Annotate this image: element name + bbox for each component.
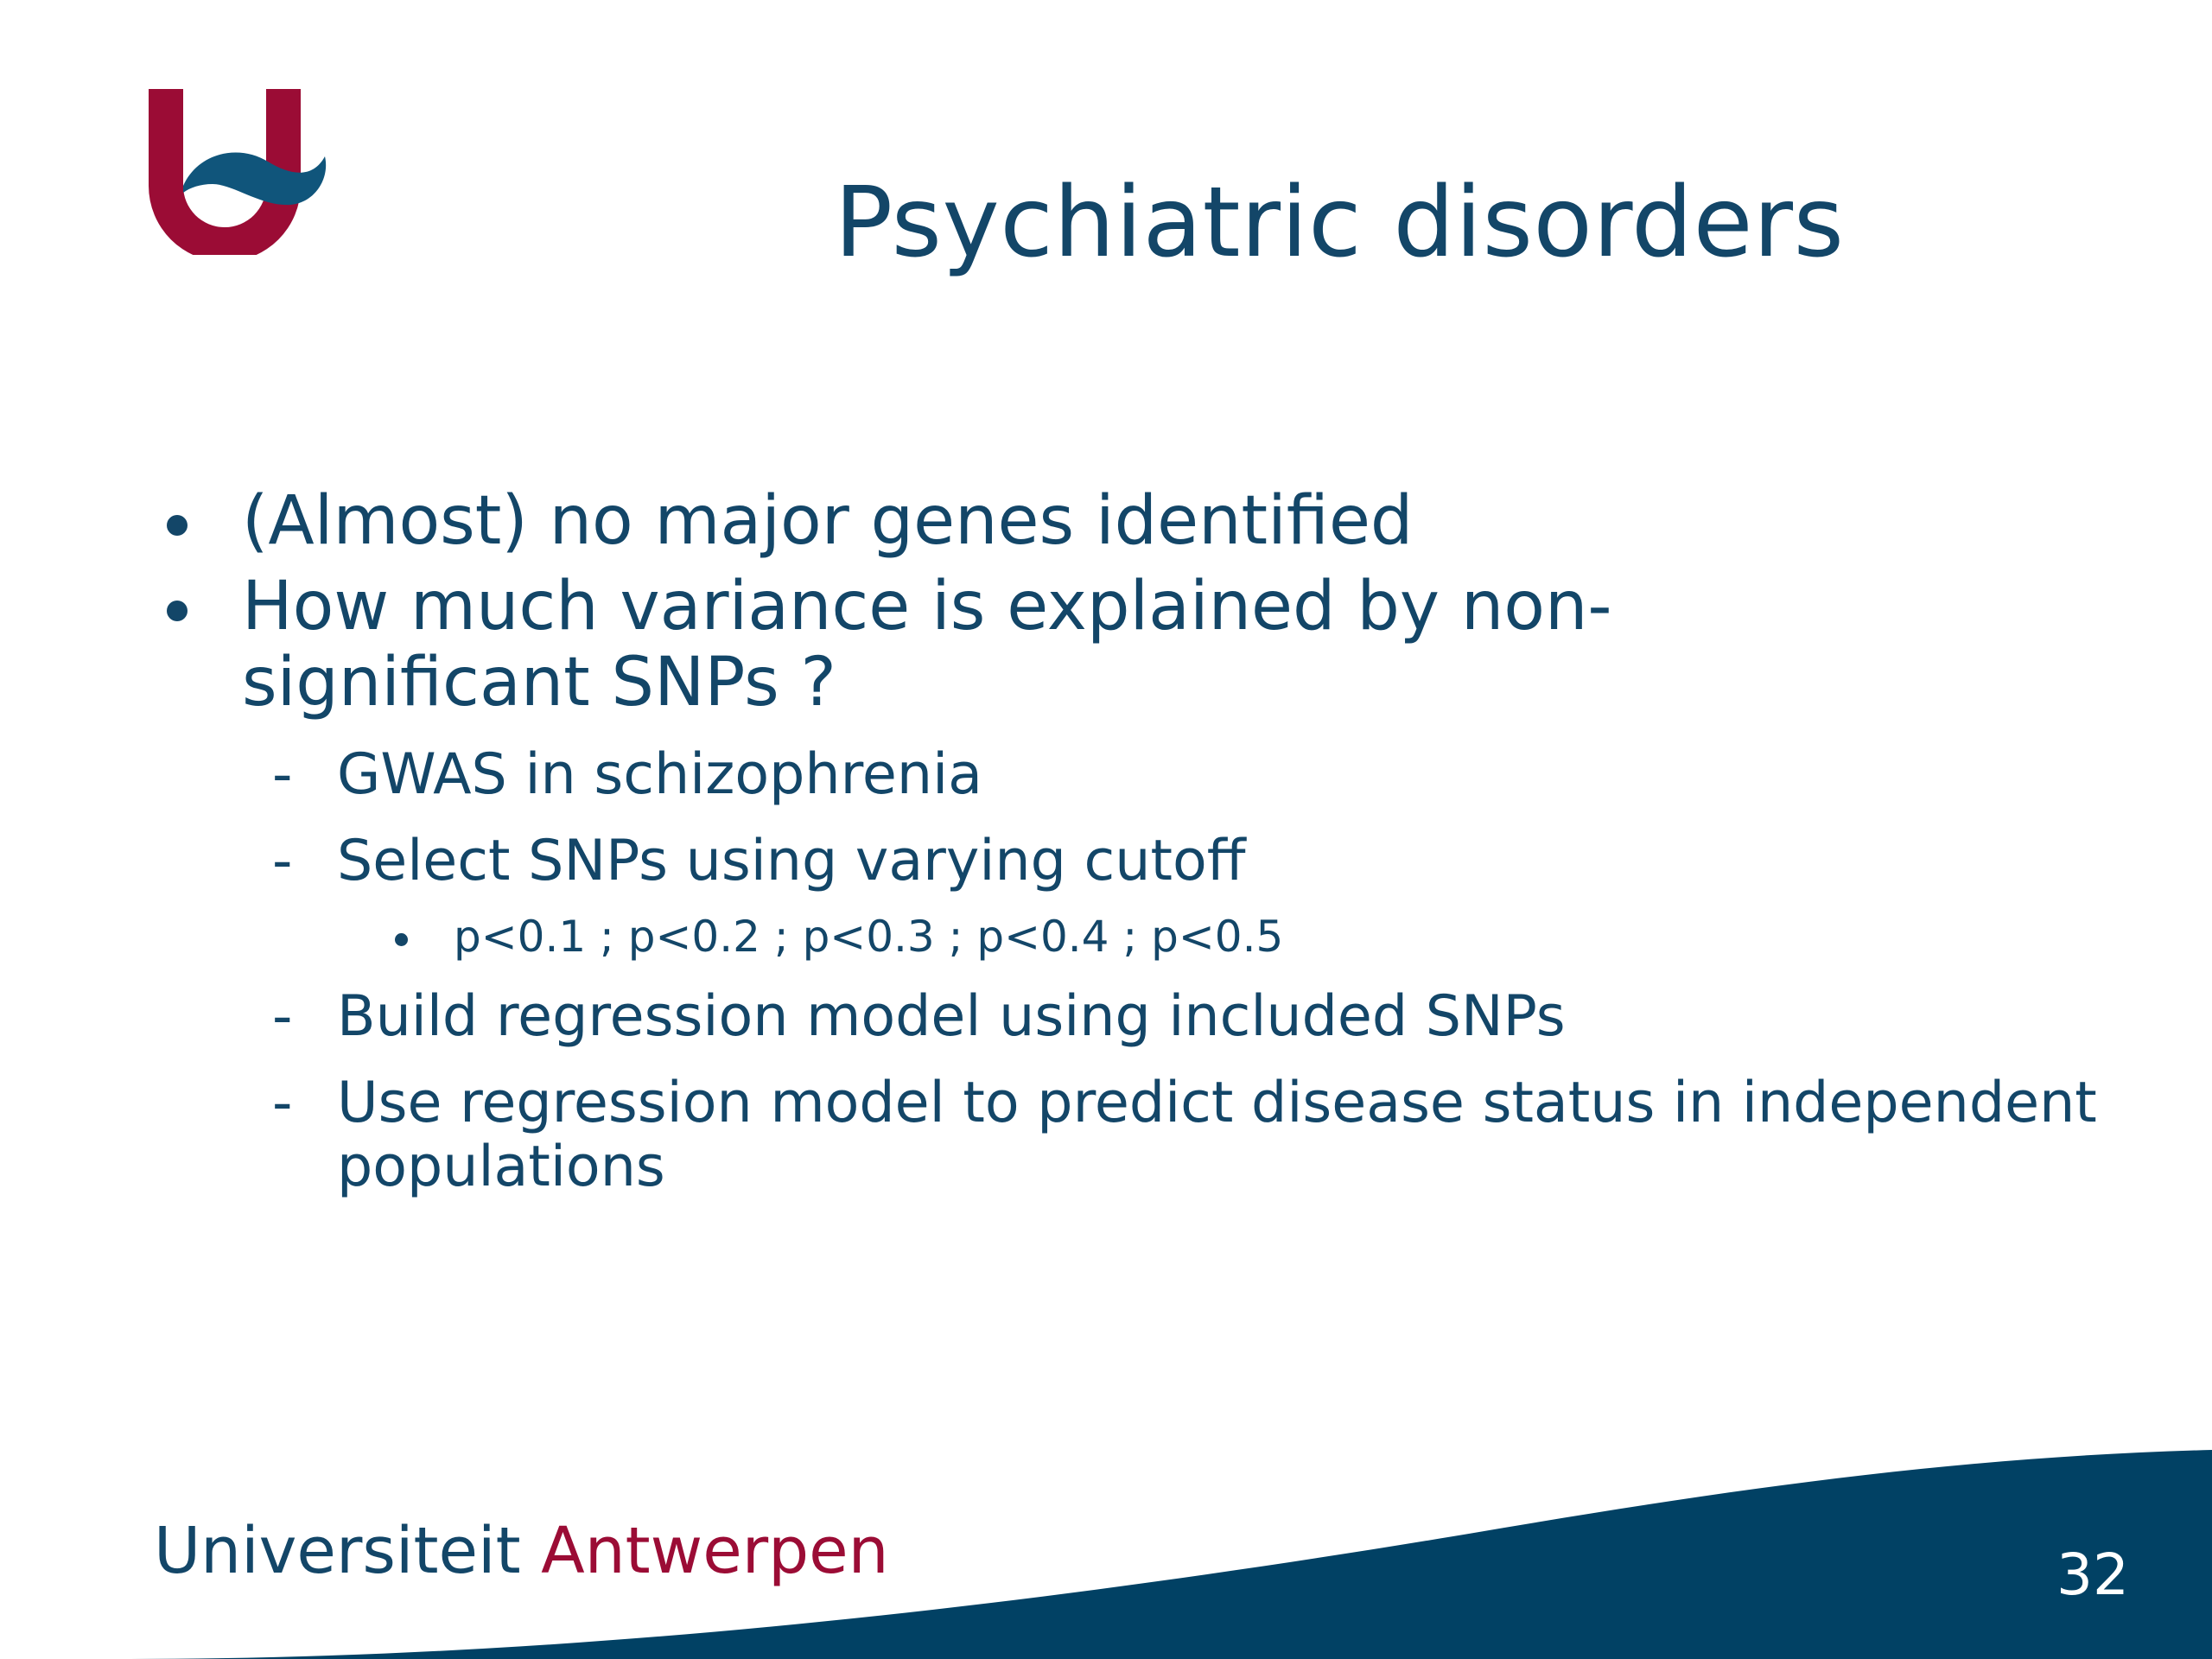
bullet-dot-icon: [167, 601, 188, 622]
outline-item-level2: - Build regression model using included …: [151, 983, 2117, 1049]
dash-marker-icon: -: [272, 1070, 293, 1135]
footer-brand-wordmark: Universiteit Antwerpen: [154, 1519, 889, 1583]
outline-item-level3: p<0.1 ; p<0.2 ; p<0.3 ; p<0.4 ; p<0.5: [151, 912, 2130, 963]
university-u-logo: [130, 82, 354, 262]
outline-item-level1: (Almost) no major genes identified: [151, 482, 1832, 560]
bullet-dot-icon: [395, 933, 408, 947]
slide-body-outline: (Almost) no major genes identified How m…: [151, 482, 2130, 1199]
outline-item-text: (Almost) no major genes identified: [242, 482, 1414, 560]
outline-item-level2: - Select SNPs using varying cutoff: [151, 830, 2117, 893]
outline-item-text: p<0.1 ; p<0.2 ; p<0.3 ; p<0.4 ; p<0.5: [454, 912, 1284, 963]
outline-item-level2: - GWAS in schizophrenia: [151, 742, 2117, 808]
outline-item-text: GWAS in schizophrenia: [337, 742, 982, 808]
dash-marker-icon: -: [272, 742, 293, 808]
outline-item-text: Use regression model to predict disease …: [337, 1070, 2097, 1199]
page-number: 32: [2056, 1541, 2129, 1608]
bullet-dot-icon: [167, 515, 188, 536]
outline-item-text: Select SNPs using varying cutoff: [337, 829, 1246, 894]
brand-universiteit: Universiteit: [154, 1514, 521, 1588]
outline-item-text: Build regression model using included SN…: [337, 983, 1566, 1049]
brand-antwerpen: Antwerpen: [541, 1514, 889, 1588]
outline-item-text: How much variance is explained by non-si…: [242, 568, 1612, 721]
dash-marker-icon: -: [272, 829, 293, 894]
page-title: Psychiatric disorders: [834, 167, 1845, 279]
dash-marker-icon: -: [272, 983, 293, 1049]
outline-item-level2: - Use regression model to predict diseas…: [151, 1071, 2117, 1199]
footer-wave-decoration: [0, 1434, 2212, 1659]
outline-item-level1: How much variance is explained by non-si…: [151, 569, 1832, 721]
